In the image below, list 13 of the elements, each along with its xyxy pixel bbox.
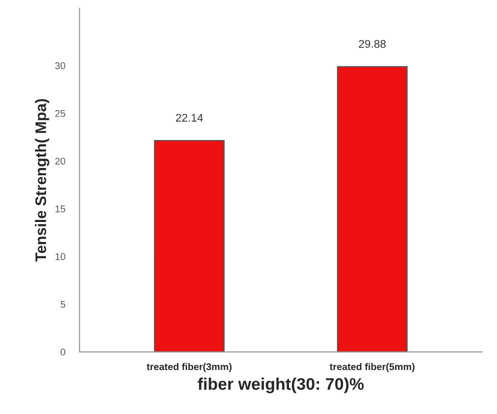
x-axis-title: fiber weight(30: 70)% (198, 378, 364, 394)
data-label: 29.88 (358, 40, 386, 48)
y-tick-label: 5 (60, 301, 66, 308)
data-label: 22.14 (176, 114, 203, 122)
y-tick-label: 15 (56, 206, 66, 212)
y-tick-label: 20 (55, 158, 66, 165)
y-tick-label: 30 (55, 62, 66, 70)
y-axis-title: Tensile Strength( Mpa) (34, 99, 50, 262)
y-tick-label: 25 (55, 110, 66, 117)
x-tick-label: treated fiber(5mm) (330, 363, 414, 372)
y-tick-label: 0 (60, 348, 66, 356)
y-tick-label: 10 (56, 253, 66, 260)
x-tick-label: treated fiber(3mm) (146, 363, 232, 372)
